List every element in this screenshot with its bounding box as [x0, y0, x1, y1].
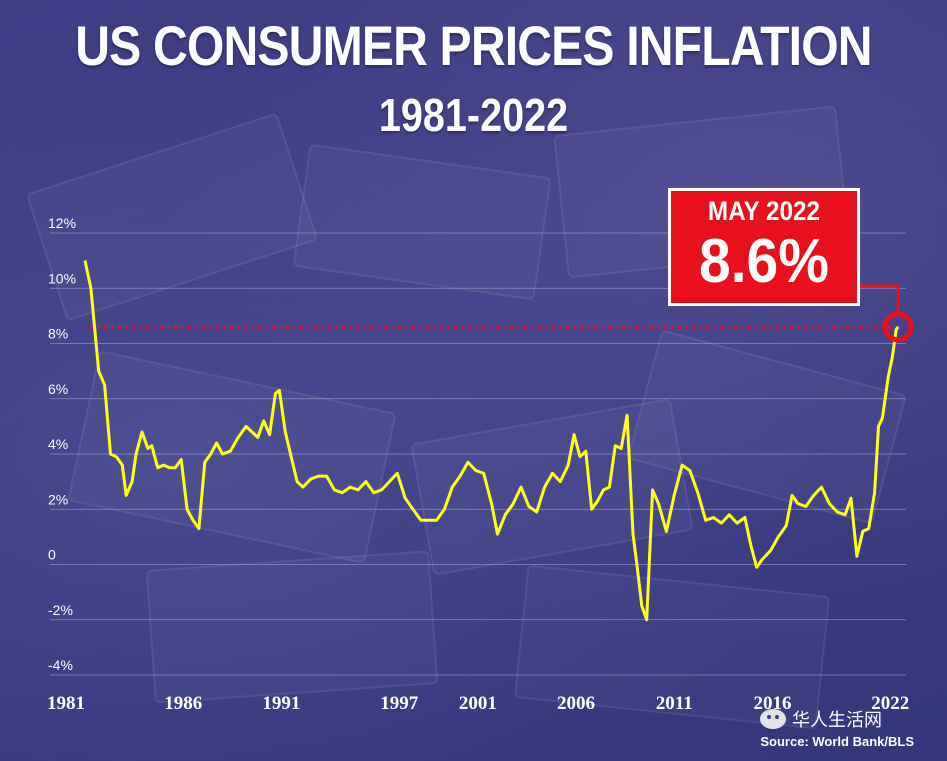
x-tick-label: 1981 [47, 693, 85, 714]
x-tick-label: 2001 [459, 693, 497, 714]
y-tick-label: -4% [48, 657, 73, 673]
x-tick-label: 2016 [753, 693, 791, 714]
y-axis-ticks: 12% 10% 8% 6% 4% 2% 0 -2% -4% [48, 215, 76, 673]
chart-subtitle: 1981-2022 [378, 89, 569, 141]
x-tick-label: 1991 [262, 693, 300, 714]
watermark-text: 华人生活网 [792, 710, 882, 730]
inflation-series-line [83, 260, 900, 622]
x-tick-label: 2022 [871, 693, 909, 714]
wechat-icon [760, 709, 786, 729]
x-tick-label: 2011 [656, 693, 693, 714]
y-tick-label: 12% [48, 215, 76, 231]
y-tick-label: 2% [48, 491, 68, 507]
y-tick-label: 10% [48, 270, 76, 286]
x-tick-label: 1986 [164, 693, 202, 714]
highlight-point-may-2022 [882, 311, 914, 343]
y-tick-label: 6% [48, 381, 68, 397]
source-note: Source: World Bank/BLS [760, 734, 914, 749]
x-tick-label: 1997 [380, 693, 419, 714]
callout-value: 8.6% [698, 227, 830, 296]
x-tick-label: 2006 [557, 693, 595, 714]
y-tick-label: -2% [48, 602, 73, 618]
callout-box: MAY 2022 8.6% [668, 188, 860, 306]
y-tick-label: 0 [48, 547, 56, 563]
y-tick-label: 4% [48, 436, 68, 452]
x-axis-ticks: 1981 1986 1991 1997 2001 2006 2011 2016 2022 [47, 693, 909, 714]
callout-connector [860, 284, 900, 314]
callout-month: MAY 2022 [707, 196, 821, 226]
watermark: 华人生活网 [760, 706, 882, 732]
chart-title: US CONSUMER PRICES INFLATION [75, 14, 872, 77]
y-tick-label: 8% [48, 326, 68, 342]
